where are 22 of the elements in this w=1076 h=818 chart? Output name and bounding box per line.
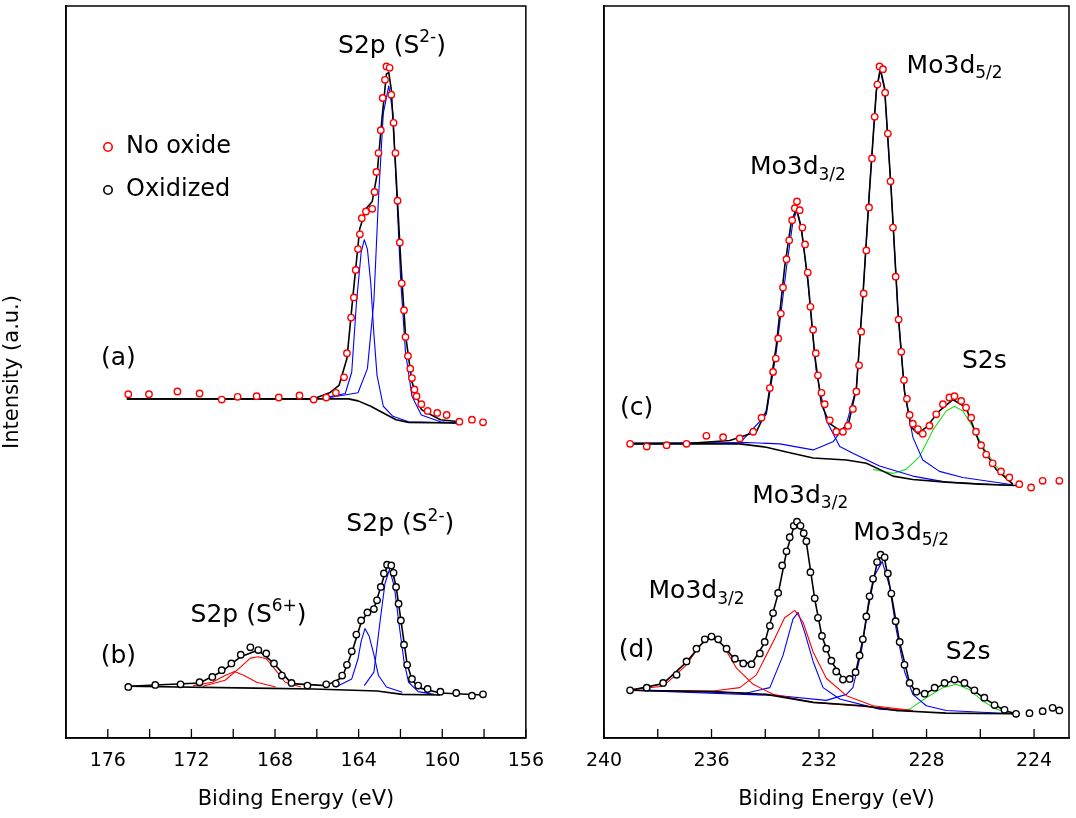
annotation: (c) [619, 392, 654, 422]
x-tick-label: 168 [256, 748, 294, 771]
x-tick-label: 172 [173, 748, 210, 771]
x-tick-label: 240 [585, 748, 623, 771]
x-tick-label: 236 [693, 748, 730, 771]
x-tick-label: 156 [507, 748, 544, 771]
legend-label: No oxide [126, 131, 232, 160]
x-tick-label: 164 [340, 748, 377, 771]
legend-label: Oxidized [126, 174, 231, 203]
x-tick-label: 224 [1015, 748, 1053, 771]
x-axis-title: Biding Energy (eV) [197, 785, 395, 810]
annotation: (d) [618, 633, 655, 663]
x-tick-label: 228 [908, 748, 945, 771]
x-tick-label: 160 [424, 748, 461, 771]
y-axis-title: Intensity (a.u.) [0, 295, 24, 449]
annotation: (b) [100, 640, 137, 670]
annotation: (a) [101, 342, 136, 372]
annotation: S2s [961, 344, 1007, 374]
x-tick-label: 176 [89, 748, 126, 771]
x-axis-title: Biding Energy (eV) [738, 785, 935, 810]
x-tick-label: 232 [800, 748, 838, 771]
annotation: S2s [945, 635, 991, 665]
